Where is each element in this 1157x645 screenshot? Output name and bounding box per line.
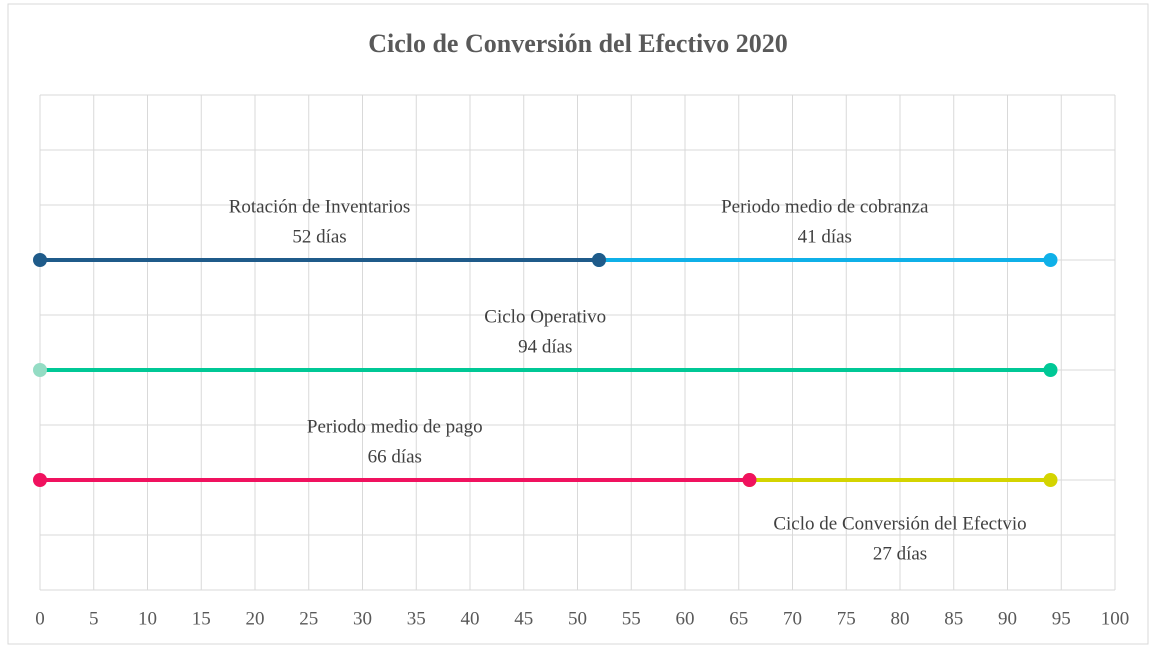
x-tick-label: 10 — [138, 608, 157, 629]
x-tick-label: 25 — [299, 608, 318, 629]
segment-label: 52 días — [292, 226, 346, 247]
x-tick-label: 70 — [783, 608, 802, 629]
segment-label: 27 días — [873, 543, 927, 564]
x-tick-label: 40 — [461, 608, 480, 629]
segment-end — [592, 253, 606, 267]
x-tick-label: 95 — [1052, 608, 1071, 629]
chart-title: Ciclo de Conversión del Efectivo 2020 — [368, 29, 788, 58]
x-tick-label: 65 — [729, 608, 748, 629]
x-tick-label: 15 — [192, 608, 211, 629]
x-tick-label: 100 — [1101, 608, 1130, 629]
x-tick-label: 75 — [837, 608, 856, 629]
x-tick-label: 0 — [35, 608, 45, 629]
x-tick-label: 90 — [998, 608, 1017, 629]
segment-label: Rotación de Inventarios — [229, 196, 411, 217]
segment-end — [33, 253, 47, 267]
segment-end — [1043, 363, 1058, 377]
x-tick-label: 80 — [891, 608, 910, 629]
x-tick-label: 55 — [622, 608, 641, 629]
x-tick-label: 35 — [407, 608, 426, 629]
segment-end — [1043, 473, 1058, 487]
x-tick-label: 45 — [514, 608, 533, 629]
segment-label: Periodo medio de pago — [307, 416, 483, 437]
segment-label: Ciclo Operativo — [484, 306, 606, 327]
x-tick-label: 60 — [676, 608, 695, 629]
segment-label: Ciclo de Conversión del Efectvio — [773, 513, 1026, 534]
segment-label: 66 días — [368, 446, 422, 467]
x-tick-label: 20 — [246, 608, 265, 629]
x-tick-label: 30 — [353, 608, 372, 629]
segment-end — [1043, 253, 1058, 267]
segment-label: Periodo medio de cobranza — [721, 196, 929, 217]
segment-end — [33, 363, 47, 377]
x-tick-label: 5 — [89, 608, 99, 629]
x-tick-label: 85 — [944, 608, 963, 629]
segment-end — [33, 473, 47, 487]
x-tick-label: 50 — [568, 608, 587, 629]
segment-label: 41 días — [798, 226, 852, 247]
segment-label: 94 días — [518, 336, 572, 357]
segment-end — [742, 473, 757, 487]
